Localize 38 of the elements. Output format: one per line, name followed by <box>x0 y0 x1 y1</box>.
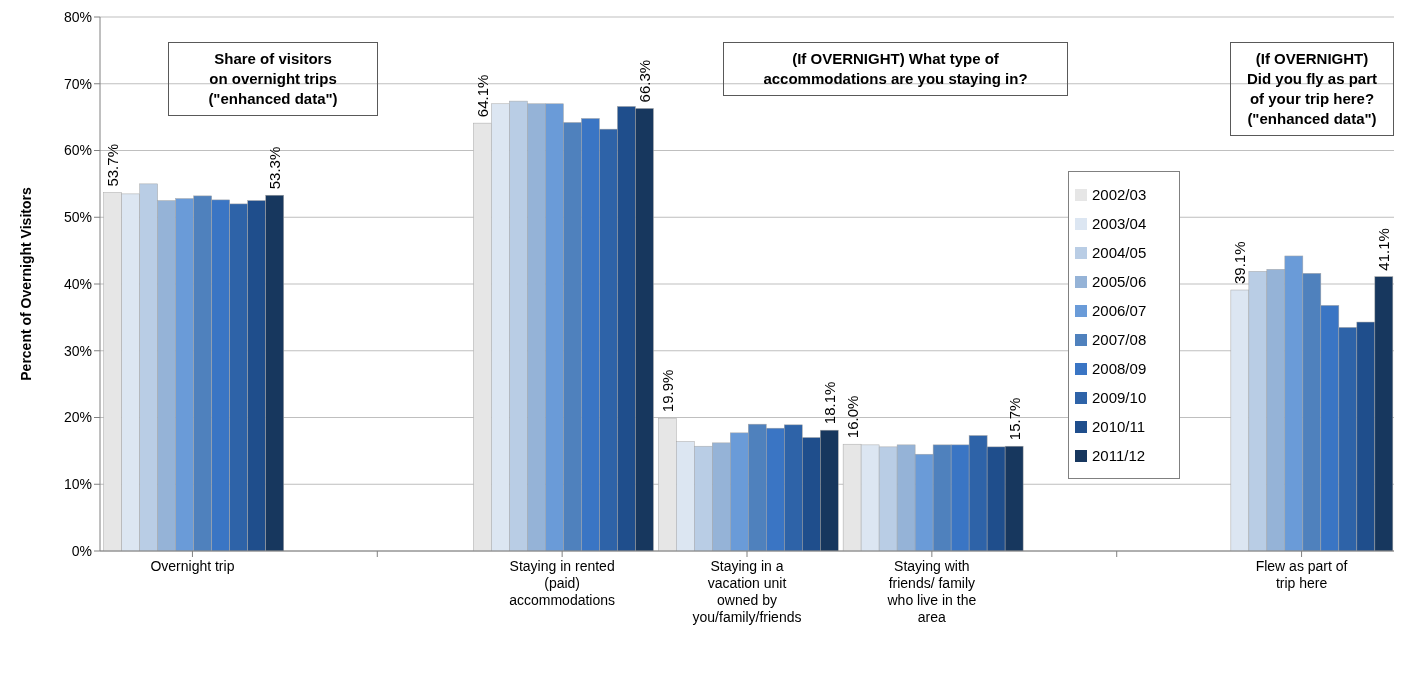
data-label: 16.0% <box>843 395 861 439</box>
y-tick-label: 50% <box>63 209 92 226</box>
y-tick-label: 40% <box>63 275 92 292</box>
y-tick-label: 30% <box>63 342 92 359</box>
annotation: Share of visitors on overnight trips ("enhanced data") <box>168 42 378 116</box>
x-tick-label: Flew as part of trip here <box>1255 558 1348 591</box>
legend-label: 2009/10 <box>1092 388 1147 408</box>
x-tick-label: Staying in a vacation unit owned by you/family/friends <box>692 558 802 625</box>
data-label: 41.1% <box>1375 228 1393 271</box>
y-tick-label: 80% <box>63 8 92 25</box>
legend-label: 2005/06 <box>1092 272 1147 292</box>
data-label: 64.1% <box>473 74 491 118</box>
data-label: 39.1% <box>1231 241 1249 285</box>
data-label: 15.7% <box>1005 397 1023 441</box>
y-tick-label: 60% <box>63 142 92 159</box>
legend-label: 2004/05 <box>1092 243 1147 263</box>
x-tick-label: Staying with friends/ family who live in the area <box>886 558 977 625</box>
data-label: 66.3% <box>635 59 653 103</box>
y-tick-label: 10% <box>63 476 92 493</box>
y-axis-title: Percent of Overnight Visitors <box>17 187 34 381</box>
annotation: (If OVERNIGHT) Did you fly as part of your trip here? ("enhanced data") <box>1230 42 1394 136</box>
data-label: 53.7% <box>104 144 122 187</box>
legend-label: 2008/09 <box>1092 359 1147 379</box>
annotation: (If OVERNIGHT) What type of accommodations are you staying in? <box>723 42 1068 96</box>
legend-label: 2011/12 <box>1092 446 1146 466</box>
legend-label: 2007/08 <box>1092 330 1147 350</box>
legend-label: 2002/03 <box>1092 185 1147 205</box>
x-tick-label: Overnight trip <box>150 558 235 574</box>
y-tick-label: 70% <box>63 75 92 92</box>
legend-label: 2006/07 <box>1092 301 1147 321</box>
legend-label: 2010/11 <box>1092 417 1146 437</box>
data-label: 18.1% <box>820 381 838 425</box>
y-tick-label: 20% <box>63 409 92 426</box>
data-label: 19.9% <box>658 369 676 413</box>
legend-label: 2003/04 <box>1092 214 1147 234</box>
data-label: 53.3% <box>266 146 284 190</box>
y-tick-label: 0% <box>71 542 92 559</box>
x-tick-label: Staying in rented (paid) accommodations <box>509 558 616 608</box>
